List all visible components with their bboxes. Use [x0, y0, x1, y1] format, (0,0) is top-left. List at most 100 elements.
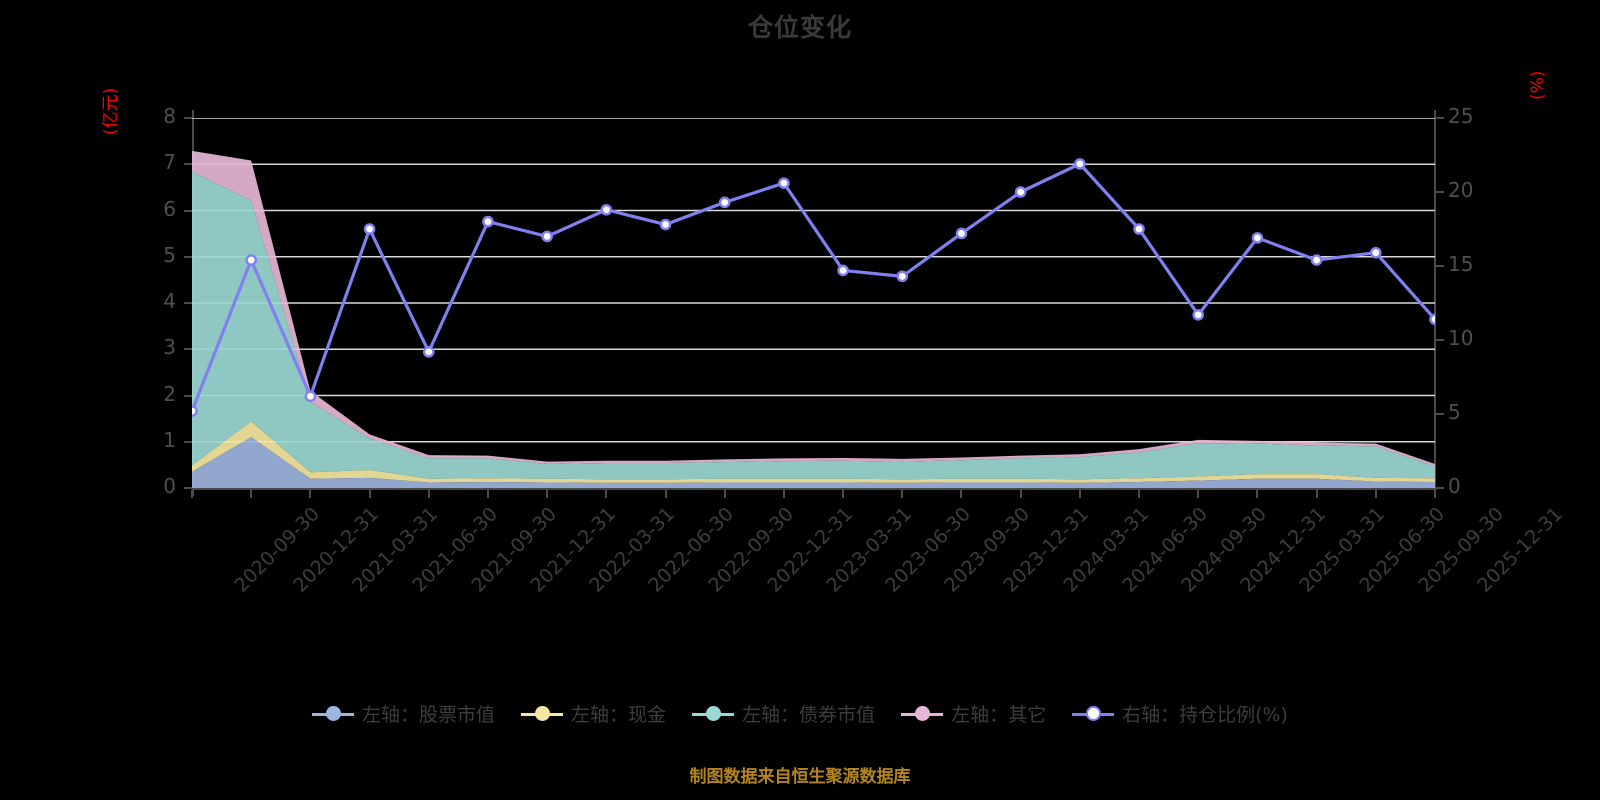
left-axis-tick [184, 302, 192, 304]
x-axis-tick [782, 490, 785, 498]
right-axis-tick-label: 20 [1448, 178, 1474, 202]
data-point-marker [1074, 158, 1086, 170]
x-axis-tick [309, 490, 312, 498]
left-axis-tick-label: 2 [163, 381, 176, 406]
footer-note: 制图数据来自恒生聚源数据库 [689, 767, 911, 787]
page-title: 仓位变化 [747, 13, 852, 42]
right-axis-tick [1436, 413, 1444, 415]
left-axis-tick-label: 8 [163, 104, 176, 128]
x-axis-tick [1315, 490, 1318, 498]
left-axis-tick [184, 487, 192, 489]
left-axis-tick [184, 209, 192, 212]
chart-canvas [192, 118, 1435, 488]
right-axis-tick [1436, 487, 1444, 489]
legend-swatch-icon [901, 706, 944, 722]
legend-label: 左轴：股票市值 [362, 704, 496, 726]
bottom-axis-line [192, 488, 1437, 490]
x-axis-tick [1256, 490, 1259, 498]
data-point-marker [245, 254, 257, 266]
area-series [192, 150, 1435, 467]
data-point-marker [304, 390, 317, 403]
legend-marker-icon [705, 706, 721, 721]
left-axis-tick-label: 5 [163, 242, 176, 267]
x-axis-tick [723, 490, 726, 498]
data-point-marker [896, 270, 909, 283]
legend-item[interactable]: 左轴：债券市值 [692, 700, 875, 727]
data-point-marker [482, 215, 494, 228]
legend-swatch-icon [312, 706, 355, 722]
legend-swatch-icon [692, 706, 735, 722]
x-axis-tick [1138, 490, 1141, 498]
data-point-marker [955, 227, 968, 240]
legend-item[interactable]: 左轴：现金 [521, 700, 666, 727]
data-point-marker [1310, 254, 1323, 266]
x-axis-tick [486, 490, 489, 498]
right-axis-tick-label: 0 [1448, 474, 1461, 498]
data-point-marker [837, 264, 849, 277]
right-axis-tick-label: 5 [1448, 400, 1461, 424]
legend-marker-icon [534, 706, 550, 721]
data-point-marker [363, 223, 376, 235]
legend-item[interactable]: 右轴：持仓比例(%) [1072, 700, 1288, 727]
line-series [192, 162, 1435, 413]
legend-marker-icon [1085, 706, 1101, 721]
data-point-marker [422, 346, 435, 358]
left-axis-tick-label: 1 [163, 427, 176, 452]
left-axis-tick [184, 394, 192, 397]
legend-swatch-icon [1072, 706, 1115, 722]
right-axis-tick-label: 15 [1448, 252, 1474, 276]
right-axis-tick-label: 25 [1448, 104, 1474, 128]
x-axis-tick [1019, 490, 1022, 498]
x-axis-tick [368, 490, 371, 498]
x-axis-tick [191, 490, 193, 498]
x-axis-tick [1197, 490, 1200, 498]
data-point-marker [1251, 232, 1264, 244]
legend-label: 左轴：其它 [951, 704, 1047, 726]
data-point-marker [1370, 246, 1382, 259]
data-point-marker [541, 230, 553, 243]
legend-swatch-icon [521, 706, 564, 722]
right-axis-line [1434, 110, 1436, 496]
legend-label: 右轴：持仓比例(%) [1122, 704, 1288, 726]
area-series [192, 171, 1435, 480]
data-point-marker [1133, 223, 1145, 235]
legend-marker-icon [914, 706, 930, 721]
left-axis-tick [184, 440, 192, 443]
x-axis-tick [901, 490, 904, 498]
left-axis-tick [184, 255, 192, 258]
legend-label: 左轴：债券市值 [742, 704, 876, 726]
plot-area [192, 118, 1435, 488]
data-point-marker [600, 203, 613, 216]
x-axis-tick [546, 490, 549, 498]
right-axis-unit: (%) [1528, 70, 1548, 100]
data-point-marker [778, 177, 790, 189]
legend-label: 左轴：现金 [571, 704, 667, 726]
right-axis-tick-label: 10 [1448, 326, 1474, 350]
x-axis-tick [1434, 490, 1436, 498]
area-series [192, 437, 1435, 488]
left-axis-tick-label: 6 [163, 196, 176, 221]
legend-item[interactable]: 左轴：其它 [901, 700, 1046, 727]
x-axis-tick [960, 490, 963, 498]
data-point-marker [718, 196, 731, 209]
data-point-marker [1192, 309, 1205, 321]
x-axis-tick [1078, 490, 1081, 498]
right-axis-tick [1436, 117, 1444, 119]
left-axis-tick [184, 163, 192, 166]
x-axis-tick [250, 490, 253, 498]
left-axis-tick [184, 117, 192, 119]
right-axis-tick [1436, 191, 1444, 193]
left-axis-tick-label: 7 [163, 150, 176, 175]
area-series [192, 421, 1435, 483]
left-axis-tick [184, 348, 192, 351]
x-axis-tick [1374, 490, 1377, 498]
data-point-marker [192, 405, 198, 417]
x-axis-tick [842, 490, 845, 498]
data-point-marker [1429, 313, 1435, 326]
legend-marker-icon [325, 706, 341, 721]
legend-item[interactable]: 左轴：股票市值 [312, 700, 495, 727]
left-axis-tick-label: 0 [163, 474, 176, 498]
x-axis-tick [605, 490, 608, 498]
x-axis-tick [427, 490, 430, 498]
